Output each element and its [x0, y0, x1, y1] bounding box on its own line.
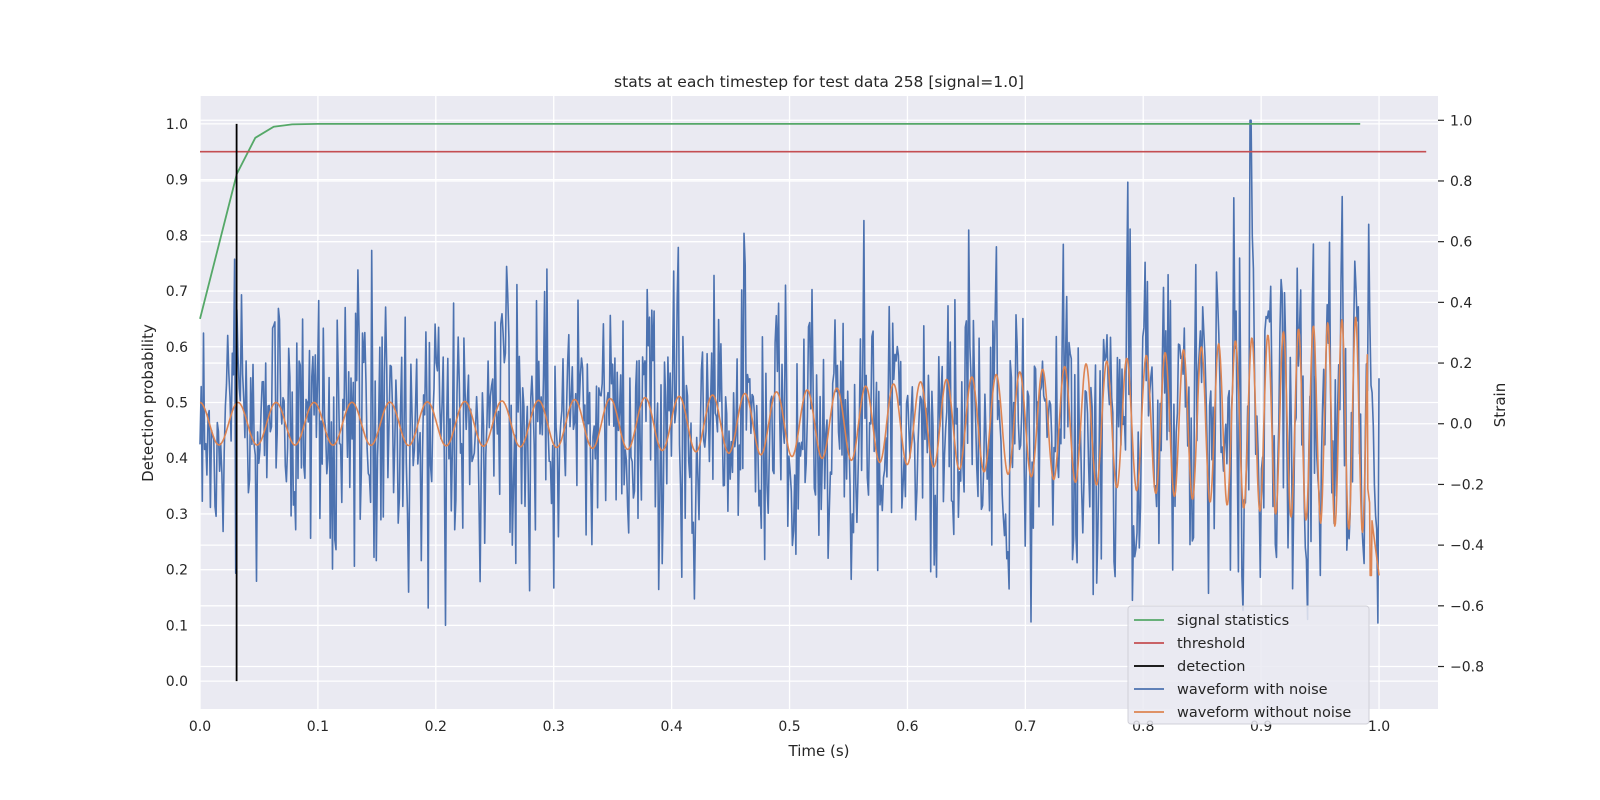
y-tick-label-right: −0.4	[1450, 538, 1484, 554]
legend-label: threshold	[1177, 636, 1245, 652]
y-tick-label-left: 0.0	[166, 674, 188, 690]
y-tick-label-left: 0.9	[166, 173, 188, 189]
y-tick-label-left: 0.2	[166, 563, 188, 579]
y-tick-label-left: 0.6	[166, 340, 188, 356]
y-tick-label-right: −0.6	[1450, 599, 1484, 615]
y-tick-label-right: 0.4	[1450, 295, 1472, 311]
y-tick-label-left: 0.5	[166, 396, 188, 412]
y-tick-label-right: 0.2	[1450, 356, 1472, 372]
y-tick-label-left: 1.0	[166, 117, 188, 133]
series-waveform-with-noise	[199, 119, 1380, 627]
y-tick-label-left: 0.1	[166, 618, 188, 634]
y-tick-label-left: 0.8	[166, 228, 188, 244]
legend-label: signal statistics	[1177, 613, 1289, 629]
x-tick-label: 1.0	[1368, 719, 1390, 735]
series-signal-statistics	[199, 123, 1361, 320]
y-axis-label-right: Strain	[1491, 383, 1509, 427]
legend-label: waveform without noise	[1177, 705, 1351, 721]
y-tick-label-right: 1.0	[1450, 113, 1472, 129]
series-waveform-without-noise	[199, 316, 1380, 577]
legend-label: detection	[1177, 659, 1245, 675]
y-tick-label-left: 0.3	[166, 507, 188, 523]
y-tick-label-right: 0.0	[1450, 417, 1472, 433]
y-tick-label-right: −0.2	[1450, 477, 1484, 493]
legend-box	[1127, 605, 1370, 725]
y-tick-label-left: 0.4	[166, 451, 188, 467]
y-tick-label-right: 0.6	[1450, 235, 1472, 251]
x-tick-label: 0.1	[307, 719, 329, 735]
y-axis-label-left: Detection probability	[139, 324, 157, 482]
legend: signal statistics threshold detection wavef…	[1127, 605, 1370, 725]
series-layer	[199, 119, 1427, 682]
x-tick-label: 0.4	[660, 719, 682, 735]
legend-label: waveform with noise	[1177, 682, 1328, 698]
x-tick-label: 0.2	[425, 719, 447, 735]
ticks: 0.0 0.1 0.2 0.3 0.4 0.5 0.6 0.7 0.8 0.9 1.0 0.0 0.1 0…	[166, 113, 1484, 735]
x-tick-label: 0.7	[1014, 719, 1036, 735]
y-tick-label-left: 0.7	[166, 284, 188, 300]
x-tick-label: 0.3	[543, 719, 565, 735]
y-tick-label-right: 0.8	[1450, 174, 1472, 190]
chart-title: stats at each timestep for test data 258…	[614, 73, 1024, 91]
x-tick-label: 0.6	[896, 719, 918, 735]
x-axis-label: Time (s)	[788, 742, 850, 760]
x-tick-label: 0.5	[778, 719, 800, 735]
x-tick-label: 0.0	[189, 719, 211, 735]
y-tick-label-right: −0.8	[1450, 660, 1484, 676]
